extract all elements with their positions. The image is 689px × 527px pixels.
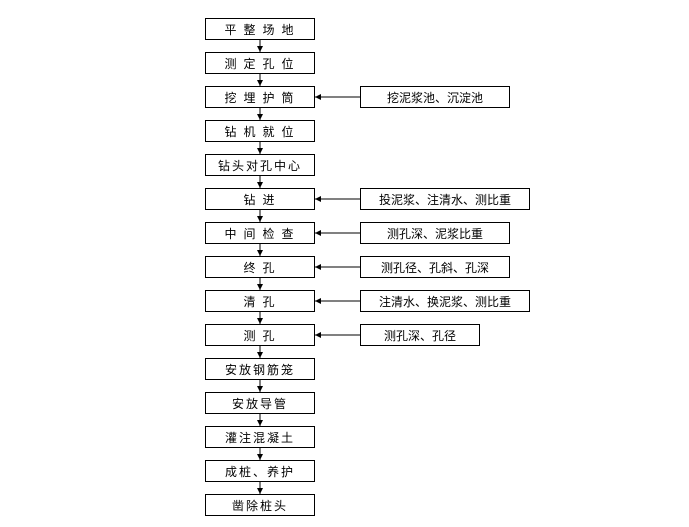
side-note-label: 注清水、换泥浆、测比重	[379, 293, 511, 310]
main-step-7: 终 孔	[205, 256, 315, 278]
side-note-3: 测孔径、孔斜、孔深	[360, 256, 510, 278]
main-step-3: 钻 机 就 位	[205, 120, 315, 142]
main-step-0: 平 整 场 地	[205, 18, 315, 40]
arrows-layer	[0, 0, 689, 527]
side-note-1: 投泥浆、注清水、测比重	[360, 188, 530, 210]
main-step-14: 凿除桩头	[205, 494, 315, 516]
main-step-label: 中 间 检 查	[224, 225, 295, 242]
main-step-9: 测 孔	[205, 324, 315, 346]
main-step-1: 测 定 孔 位	[205, 52, 315, 74]
main-step-label: 安放钢筋笼	[225, 361, 295, 378]
main-step-11: 安放导管	[205, 392, 315, 414]
main-step-label: 灌注混凝土	[225, 429, 295, 446]
side-note-label: 投泥浆、注清水、测比重	[379, 191, 511, 208]
main-step-label: 凿除桩头	[232, 497, 288, 514]
main-step-10: 安放钢筋笼	[205, 358, 315, 380]
side-note-4: 注清水、换泥浆、测比重	[360, 290, 530, 312]
main-step-label: 挖 埋 护 筒	[224, 89, 295, 106]
main-step-label: 测 定 孔 位	[224, 55, 295, 72]
main-step-label: 平 整 场 地	[224, 21, 295, 38]
main-step-5: 钻 进	[205, 188, 315, 210]
main-step-label: 清 孔	[243, 293, 276, 310]
side-note-label: 测孔深、泥浆比重	[387, 225, 483, 242]
main-step-4: 钻头对孔中心	[205, 154, 315, 176]
main-step-label: 测 孔	[243, 327, 276, 344]
side-note-5: 测孔深、孔径	[360, 324, 480, 346]
main-step-13: 成桩、养护	[205, 460, 315, 482]
side-note-2: 测孔深、泥浆比重	[360, 222, 510, 244]
main-step-label: 钻头对孔中心	[218, 157, 302, 174]
main-step-label: 成桩、养护	[225, 463, 295, 480]
main-step-label: 钻 进	[243, 191, 276, 208]
side-note-label: 测孔深、孔径	[384, 327, 456, 344]
main-step-2: 挖 埋 护 筒	[205, 86, 315, 108]
side-note-label: 挖泥浆池、沉淀池	[387, 89, 483, 106]
side-note-label: 测孔径、孔斜、孔深	[381, 259, 489, 276]
main-step-label: 安放导管	[232, 395, 288, 412]
main-step-8: 清 孔	[205, 290, 315, 312]
main-step-12: 灌注混凝土	[205, 426, 315, 448]
main-step-label: 终 孔	[243, 259, 276, 276]
side-note-0: 挖泥浆池、沉淀池	[360, 86, 510, 108]
main-step-6: 中 间 检 查	[205, 222, 315, 244]
main-step-label: 钻 机 就 位	[224, 123, 295, 140]
